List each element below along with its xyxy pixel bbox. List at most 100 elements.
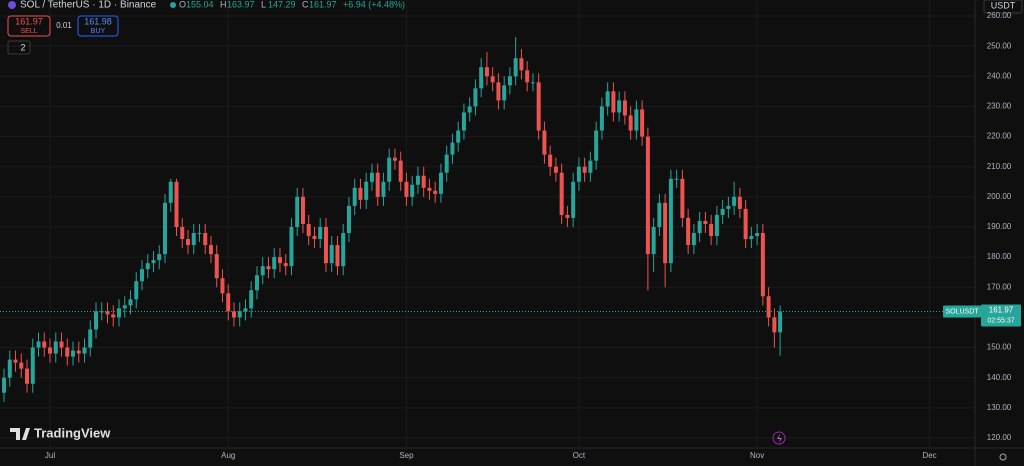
candle-body	[36, 341, 41, 348]
candle-body	[25, 368, 30, 384]
candle-body	[392, 157, 397, 161]
candle-body	[139, 269, 144, 282]
market-status	[170, 2, 176, 8]
candle-body	[663, 202, 668, 264]
y-tick-label: 140.00	[987, 373, 1012, 382]
candle-body	[203, 233, 208, 246]
candle-body	[214, 254, 219, 279]
event-icon[interactable]	[772, 431, 786, 445]
currency-select[interactable]	[983, 0, 1023, 14]
candle-body	[691, 233, 696, 246]
candle-body	[657, 202, 662, 227]
candle-body	[525, 70, 530, 83]
candle-body	[323, 226, 328, 264]
y-tick-label: 180.00	[987, 252, 1012, 261]
candle-body	[732, 196, 737, 206]
candle-body	[237, 311, 242, 318]
x-tick-label: Sep	[399, 451, 414, 460]
buy-price: 161.98	[84, 16, 112, 26]
candle-body	[548, 154, 553, 167]
last-price: 161.97	[989, 306, 1014, 315]
candle-body	[151, 260, 156, 264]
overlay: SOL / TetherUS · 1D · Binance O 155.04 H 16…	[7, 0, 1023, 461]
x-tick-label: Dec	[922, 451, 936, 460]
candle-body	[42, 341, 47, 348]
candle-body	[335, 245, 340, 267]
candle-body	[226, 293, 231, 312]
candle-body	[743, 208, 748, 240]
candle-body	[197, 233, 202, 235]
candle-body	[117, 308, 122, 318]
settings-icon	[999, 453, 1007, 461]
candle-body	[714, 214, 719, 237]
y-tick-label: 190.00	[987, 222, 1012, 231]
candle-body	[82, 347, 87, 354]
candle-body	[766, 296, 771, 318]
candle-body	[99, 311, 104, 313]
candle-body	[444, 154, 449, 173]
symbol-tag-box	[943, 305, 981, 318]
candle-body	[611, 91, 616, 113]
x-tick-label: Oct	[573, 451, 586, 460]
candle-body	[415, 175, 420, 185]
y-tick-label: 130.00	[987, 403, 1012, 412]
candle-body	[341, 233, 346, 267]
ohlc-value: 161.97	[309, 0, 337, 9]
candle-body	[410, 184, 415, 197]
candle-body	[65, 347, 70, 357]
candle-body	[594, 130, 599, 161]
candle-body	[220, 278, 225, 294]
logo-text: TradingView	[34, 425, 111, 440]
candle-body	[553, 166, 558, 173]
candle-body	[329, 245, 334, 264]
candle-body	[484, 67, 489, 77]
candle-body	[686, 217, 691, 246]
candle-body	[473, 88, 478, 107]
candle-body	[680, 178, 685, 218]
candle-body	[162, 202, 167, 255]
candle-body	[208, 245, 213, 255]
grid	[0, 0, 975, 448]
ohlc-label: L	[261, 0, 266, 9]
y-tick-label: 210.00	[987, 162, 1012, 171]
candle-body	[59, 341, 64, 348]
y-tick-label: 220.00	[987, 132, 1012, 141]
candle-body	[645, 136, 650, 255]
indicators-toggle[interactable]	[7, 40, 31, 55]
candle-body	[94, 311, 99, 330]
candle-body	[617, 100, 622, 113]
candle-body	[295, 196, 300, 227]
candle-body	[502, 85, 507, 101]
candle-body	[778, 311, 783, 333]
candle-body	[674, 178, 679, 180]
candle-body	[479, 67, 484, 89]
change: +6.94 (+4.48%)	[343, 0, 405, 9]
candle-body	[640, 109, 645, 137]
candle-body	[2, 377, 7, 393]
ohlc-value: 155.04	[186, 0, 214, 9]
candle-body	[76, 350, 81, 354]
symbol-icon	[8, 1, 16, 9]
sell-button[interactable]	[7, 15, 51, 37]
candle-body	[381, 181, 386, 197]
candle-body	[364, 181, 369, 200]
candle-body	[231, 311, 236, 318]
x-tick-label: Aug	[221, 451, 235, 460]
candle-body	[668, 178, 673, 264]
candle-body	[128, 299, 133, 306]
ohlc-value: 163.97	[227, 0, 255, 9]
symbol-tag: SOLUSDT	[945, 308, 979, 315]
candle-body	[145, 263, 150, 270]
candle-body	[174, 181, 179, 227]
candle-body	[249, 290, 254, 309]
candle-body	[507, 76, 512, 86]
candle-body	[318, 226, 323, 240]
candle-body	[71, 350, 76, 357]
candle-body	[404, 181, 409, 197]
candle-body	[720, 208, 725, 215]
candle-body	[749, 236, 754, 240]
candle-body	[709, 223, 714, 237]
candle-body	[277, 257, 282, 264]
sell-price: 161.97	[15, 16, 43, 26]
buy-button[interactable]	[77, 15, 119, 37]
